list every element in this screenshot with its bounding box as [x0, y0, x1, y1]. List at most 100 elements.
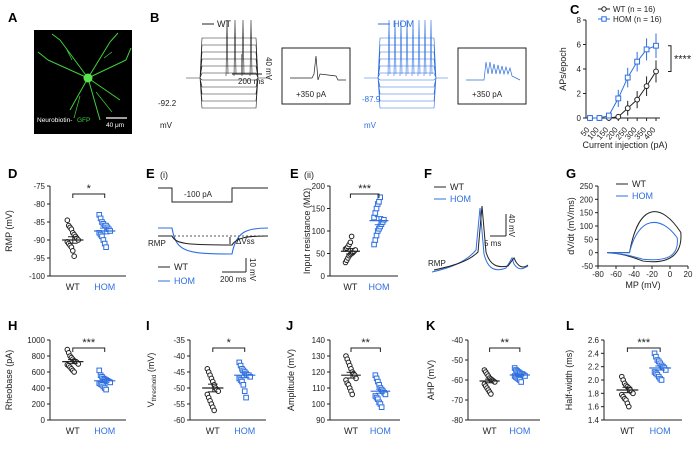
wt-rmp-value: -92.2: [158, 99, 177, 108]
d-significance-bracket: [72, 193, 106, 198]
e2-hom-point: [371, 241, 377, 248]
i-significance-bracket: [212, 347, 246, 352]
k-category-label: WT: [483, 426, 497, 436]
e2-hom-point: [371, 214, 377, 221]
e2-hom-point: [373, 232, 380, 239]
hom-inset-box: [457, 47, 527, 105]
c-legend-label-hom: HOM (n = 16): [613, 15, 662, 24]
h-y-tick-label: 1000: [27, 336, 45, 345]
e1-hom-label: HOM: [174, 276, 195, 286]
d-y-tick-label: -80: [33, 200, 45, 209]
current-step-protocol: [158, 187, 268, 203]
c-hom-point: [587, 115, 593, 121]
e2-wt-point: [348, 233, 355, 240]
l-wt-point: [626, 403, 632, 410]
i-y-tick-label: -55: [173, 400, 185, 409]
h-hom-point: [103, 386, 109, 393]
e2-significance-stars: ***: [358, 183, 372, 195]
c-y-tick-label: 4: [577, 65, 582, 74]
h-y-tick-label: 200: [32, 400, 46, 409]
micrograph-label-a: Neurobiotin-: [37, 117, 72, 124]
c-legend-marker-wt: [601, 6, 607, 12]
hom-inset-current: +350 pA: [472, 90, 503, 99]
panel-label-d: D: [8, 166, 17, 181]
i-hom-point: [247, 374, 253, 380]
neuron-micrograph: Neurobiotin- GFP 40 μm: [34, 30, 132, 134]
k-wt-point: [488, 391, 494, 397]
f-wt-ap-trace: [433, 205, 529, 271]
hom-rmp-value: -87.9: [362, 95, 381, 104]
e2-wt-point: [347, 239, 354, 246]
k-wt-point: [491, 379, 498, 385]
d-category-label: WT: [66, 282, 80, 292]
j-wt-point: [349, 391, 356, 398]
static-layer: A Neurobiotin- GFP 40 μm B WT -92.2 mV 4…: [8, 10, 529, 286]
d-wt-point: [70, 248, 76, 254]
l-significance-bracket: [626, 347, 661, 352]
e2-y-tick-label: 200: [312, 182, 326, 191]
l-y-tick-label: 2.4: [588, 349, 600, 358]
i-wt-point: [215, 388, 222, 395]
k-category-label: HOM: [509, 426, 530, 436]
l-y-tick-label: 1.6: [588, 403, 600, 412]
g-x-tick-label: -60: [610, 270, 622, 279]
panel-label-b: B: [150, 10, 159, 25]
e2-significance-bracket: [349, 193, 380, 198]
h-significance-bracket: [72, 347, 106, 352]
k-significance-bracket: [489, 347, 521, 352]
f-wt-label: WT: [450, 182, 464, 192]
l-y-tick-label: 2.6: [588, 336, 600, 345]
c-x-axis-title: Current injection (pA): [582, 140, 667, 150]
j-y-tick-label: 90: [316, 416, 325, 425]
e2-category-label: HOM: [368, 282, 389, 292]
j-y-tick-label: 130: [312, 352, 326, 361]
j-y-tick-label: 110: [312, 384, 325, 393]
c-hom-point: [643, 46, 650, 53]
l-y-axis-title: Half-width (ms): [564, 350, 574, 411]
f-traces: WT HOM RMP 40 mV 5 ms: [428, 182, 529, 273]
i-category-label: WT: [206, 426, 220, 436]
c-hom-point: [605, 112, 612, 119]
e2-hom-point: [373, 205, 380, 212]
i-wt-point: [211, 407, 217, 414]
g-y-tick-label: 0: [589, 249, 594, 258]
neuron-dendrites: [37, 32, 132, 121]
i-hom-point: [240, 382, 247, 388]
panel-label-f: F: [424, 166, 432, 181]
l-y-tick-label: 1.4: [588, 416, 600, 425]
e1-scalebar-ms: 200 ms: [220, 275, 246, 284]
panel-label-e2: E: [290, 166, 299, 181]
c-y-tick-label: 2: [577, 90, 582, 99]
h-significance-stars: ***: [82, 337, 96, 349]
i-hom-point: [243, 394, 249, 401]
c-hom-point: [624, 74, 631, 81]
hom-trace-label: HOM: [393, 19, 414, 29]
c-y-tick-label: 6: [577, 41, 582, 50]
f-scalebar-ms: 5 ms: [484, 239, 501, 248]
current-step-label: -100 pA: [184, 190, 213, 199]
j-y-axis-title: Amplitude (mV): [286, 349, 296, 411]
d-y-tick-label: -90: [33, 236, 45, 245]
d-y-tick-label: -100: [29, 272, 46, 281]
c-significance-stars: ****: [674, 54, 692, 66]
h-hom-point: [96, 367, 103, 374]
dvss-label: ΔVss: [236, 237, 255, 246]
e2-y-tick-label: 50: [316, 250, 325, 259]
b-scalebar-mv: 40 mV: [264, 57, 273, 81]
e2-hom-point: [377, 194, 383, 201]
c-wt-point: [624, 105, 631, 112]
d-y-tick-label: -95: [33, 254, 45, 263]
i-y-axis-title: Vthreshold (mV): [146, 353, 158, 408]
i-hom-point: [241, 388, 248, 394]
panel-label-e1: E: [146, 166, 155, 181]
wt-rmp-unit: mV: [160, 121, 173, 130]
k-y-tick-label: -80: [451, 416, 463, 425]
d-hom-point: [103, 244, 109, 250]
k-y-tick-label: -60: [451, 376, 463, 385]
e1-scalebar-mv: 10 mV: [248, 258, 257, 282]
wt-hyperpolarization-trace: [158, 235, 269, 246]
c-legend-label-wt: WT (n = 16): [613, 5, 656, 14]
micrograph-background: [34, 30, 132, 134]
hom-trace-family: HOM -87.9 mV +350 pA: [362, 19, 527, 130]
